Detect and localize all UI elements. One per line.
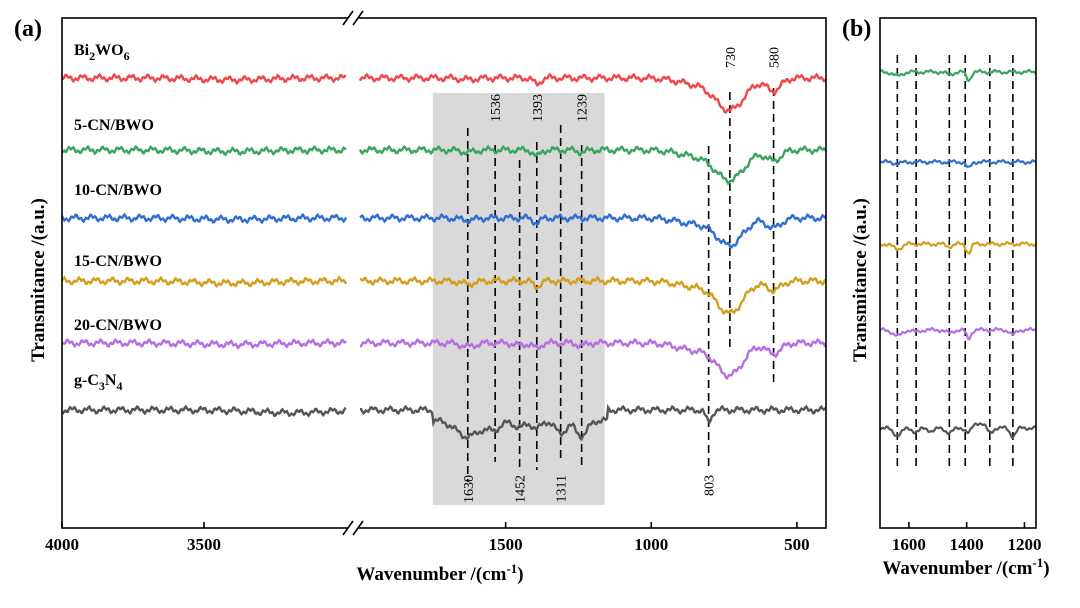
series-labels-a: Bi2WO6 5-CN/BWO 10-CN/BWO 15-CN/BWO 20-CN/BW…	[74, 42, 162, 393]
peak-label: 1536	[489, 94, 504, 122]
peak-label: 803	[703, 475, 718, 496]
plot-frame-a	[61, 17, 827, 529]
y-axis-title-b: Transmitance /(a.u.)	[850, 198, 871, 362]
dashed-guides-b	[896, 55, 1014, 470]
x-tick-label: 1000	[634, 535, 668, 554]
axis-break-slash	[352, 520, 364, 536]
x-axis-title-b: Wavenumber /(cm-1)	[882, 555, 1049, 579]
peak-label: 1311	[555, 475, 570, 502]
series-group-b	[879, 68, 1037, 440]
x-tick-label: 1500	[489, 535, 523, 554]
axis-break-slash	[342, 520, 354, 536]
panel-b: (b) 1600 1400 1200 Transmitance /(a.u.) Wa…	[842, 16, 1050, 579]
peak-label: 730	[724, 47, 739, 68]
series-label: 10-CN/BWO	[74, 182, 162, 199]
x-tick-label: 3500	[187, 535, 221, 554]
peak-label: 1630	[462, 475, 477, 503]
series-line-5	[360, 403, 827, 442]
panel-a: (a) Bi2WO6 5-CN/BWO 10-CN/BWO 15-CN/BWO 20-C…	[14, 10, 828, 585]
series-group-a	[60, 72, 828, 442]
peak-label: 1239	[576, 94, 591, 122]
x-tick-label: 4000	[45, 535, 79, 554]
series-line-b-0	[879, 68, 1037, 83]
series-line-4	[360, 337, 827, 381]
series-line-b-4	[879, 422, 1037, 440]
series-line-3	[61, 275, 348, 289]
axis-break-marks	[342, 10, 364, 536]
x-ticks-b: 1600 1400 1200	[892, 522, 1041, 554]
series-line-3	[359, 275, 827, 315]
series-line-0	[358, 72, 828, 115]
axis-break-gap	[348, 15, 358, 21]
series-label: 15-CN/BWO	[74, 253, 162, 270]
panel-a-label: (a)	[14, 16, 42, 42]
axis-break-slash	[352, 10, 364, 26]
series-label: 5-CN/BWO	[74, 117, 154, 134]
x-tick-label: 500	[784, 535, 810, 554]
series-line-b-3	[879, 326, 1037, 341]
series-line-0	[61, 72, 347, 86]
series-line-2	[60, 212, 348, 225]
dashed-guides-a	[466, 88, 775, 482]
panel-b-label: (b)	[842, 16, 871, 42]
plot-frame-b	[879, 17, 1037, 529]
x-axis-title-a: Wavenumber /(cm-1)	[356, 561, 523, 585]
series-label: Bi2WO6	[74, 42, 130, 63]
y-axis-title-a: Transmitance /(a.u.)	[28, 198, 49, 362]
peak-label: 580	[768, 47, 783, 68]
series-line-b-1	[879, 158, 1037, 168]
series-line-4	[61, 337, 347, 350]
x-tick-label: 1600	[892, 535, 926, 554]
axis-break-slash	[342, 10, 354, 26]
peak-annotations: 1536 1393 1239 730 580 1630 1452 1311 803	[462, 47, 783, 503]
peak-label: 1452	[514, 475, 529, 503]
series-line-1	[358, 144, 828, 186]
series-line-1	[60, 144, 347, 157]
series-label: 20-CN/BWO	[74, 317, 162, 334]
series-line-5	[61, 404, 347, 418]
series-label: g-C3N4	[74, 372, 122, 393]
series-line-2	[359, 212, 827, 249]
axis-break-gap	[348, 525, 358, 531]
x-ticks-a: 4000 3500 1500 1000 500	[45, 522, 810, 554]
peak-label: 1393	[531, 94, 546, 122]
series-line-b-2	[879, 240, 1037, 255]
x-tick-label: 1400	[950, 535, 984, 554]
x-tick-label: 1200	[1007, 535, 1041, 554]
